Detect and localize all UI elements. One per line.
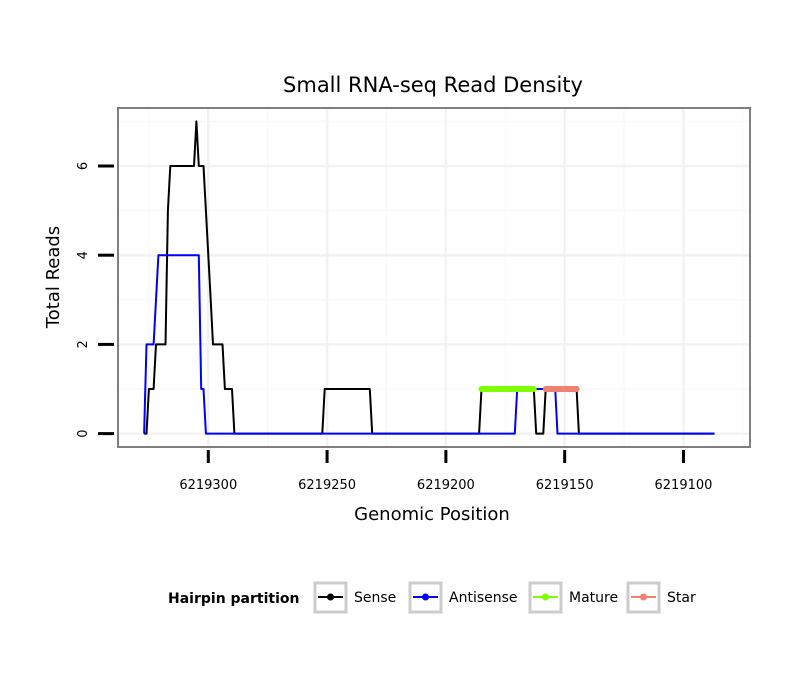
legend-label: Antisense: [449, 590, 518, 606]
legend-item-star: Star: [626, 581, 696, 614]
legend-key-point: [327, 593, 334, 601]
legend-key-point: [640, 593, 647, 601]
y-axis-title: Total Reads: [43, 226, 64, 329]
legend-label: Star: [667, 590, 696, 606]
y-tick-label: 4: [76, 251, 91, 259]
x-axis-title: Genomic Position: [354, 504, 510, 525]
legend-item-antisense: Antisense: [408, 581, 518, 614]
y-tick-label: 0: [76, 429, 91, 437]
legend: Hairpin partition Sense Antisense Mature St…: [168, 581, 696, 614]
legend-key-point: [422, 593, 429, 601]
plot-panel: [118, 108, 750, 447]
legend-label: Sense: [354, 590, 396, 606]
y-axis: 0 2 4 6: [76, 162, 114, 438]
plot-border: [117, 107, 751, 448]
x-axis: 6219300 6219250 6219200 6219150 6219100: [179, 450, 712, 493]
x-tick-label: 6219200: [417, 478, 475, 493]
y-tick-label: 2: [76, 340, 91, 348]
chart-title: Small RNA-seq Read Density: [283, 73, 583, 97]
series-line-sense: [144, 120, 715, 435]
legend-title: Hairpin partition: [168, 591, 299, 607]
x-tick-label: 6219150: [536, 478, 594, 493]
legend-label: Mature: [569, 590, 618, 606]
x-tick-label: 6219100: [655, 478, 713, 493]
legend-key-point: [542, 593, 549, 601]
legend-item-mature: Mature: [528, 581, 618, 614]
x-tick-label: 6219300: [179, 478, 237, 493]
legend-item-sense: Sense: [313, 581, 396, 614]
x-tick-label: 6219250: [298, 478, 356, 493]
data-series: [143, 120, 715, 435]
y-tick-label: 6: [76, 162, 91, 170]
